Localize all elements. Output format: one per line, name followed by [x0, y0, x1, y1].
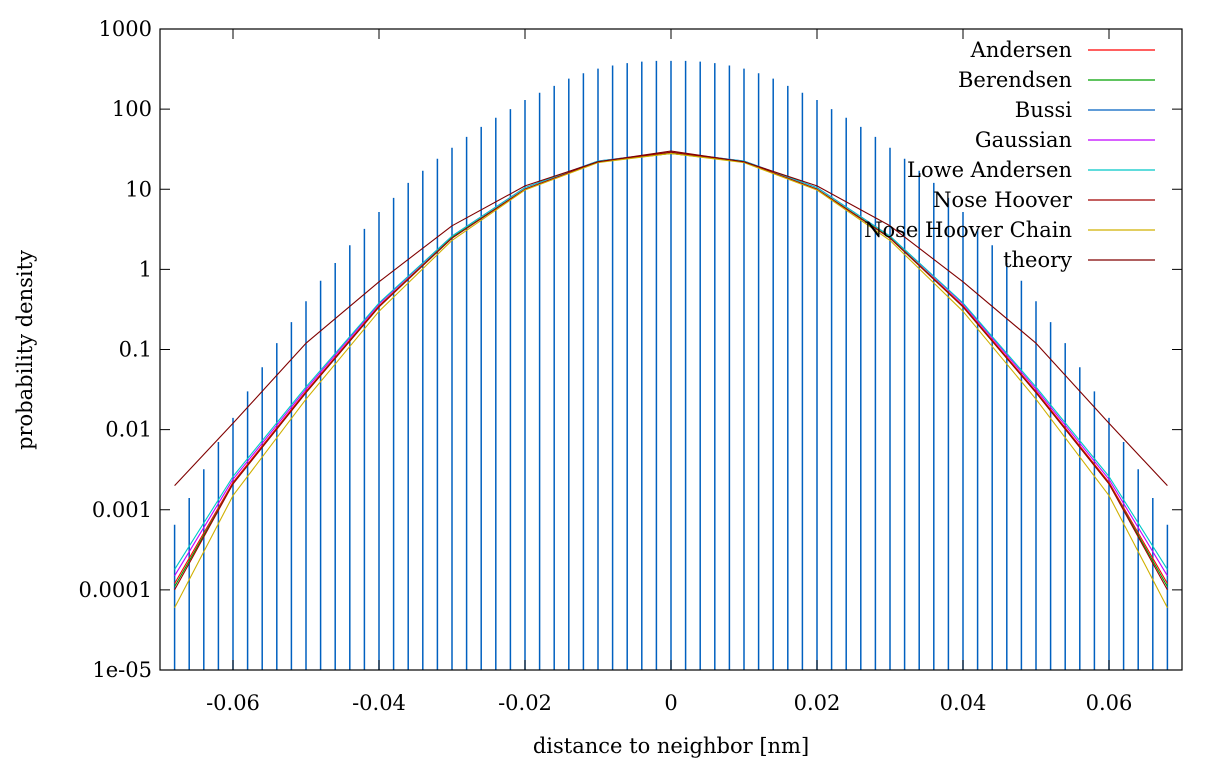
- lines-layer: [174, 150, 1168, 608]
- legend-label: Bussi: [1015, 98, 1073, 122]
- x-tick-label: 0: [664, 691, 677, 715]
- legend-label: Nose Hoover: [933, 188, 1073, 212]
- y-axis-label: probability density: [13, 250, 37, 450]
- ticks-layer: [160, 28, 1182, 671]
- legend-label: Andersen: [970, 38, 1072, 62]
- legend-label: Nose Hoover Chain: [864, 218, 1072, 242]
- legend-label: theory: [1003, 248, 1072, 272]
- x-tick-label: -0.04: [352, 691, 406, 715]
- x-tick-label: -0.06: [206, 691, 260, 715]
- x-axis-label: distance to neighbor [nm]: [533, 734, 809, 758]
- y-tick-label: 0.01: [105, 418, 152, 442]
- x-tick-label: 0.04: [940, 691, 987, 715]
- y-tick-label: 10: [125, 177, 152, 201]
- legend-label: Gaussian: [975, 128, 1072, 152]
- series-line-theory: [174, 150, 1168, 486]
- y-tick-label: 0.001: [92, 498, 152, 522]
- y-tick-label: 1: [139, 257, 152, 281]
- legend-label: Berendsen: [958, 68, 1072, 92]
- series-line-nose-hoover: [174, 151, 1168, 591]
- y-tick-label: 1000: [99, 17, 152, 41]
- y-tick-labels: 1e-05 0.0001 0.001 0.01 0.1 1 10 100 1000: [79, 17, 152, 682]
- x-tick-label: 0.06: [1086, 691, 1133, 715]
- legend: Andersen Berendsen Bussi Gaussian Lowe Ander…: [864, 38, 1155, 272]
- x-tick-label: 0.02: [794, 691, 841, 715]
- y-tick-label: 0.0001: [79, 578, 152, 602]
- y-tick-label: 0.1: [119, 338, 152, 362]
- y-tick-label: 100: [112, 97, 152, 121]
- legend-label: Lowe Andersen: [907, 158, 1072, 182]
- x-tick-label: -0.02: [498, 691, 552, 715]
- series-line-nose-hoover-chain: [174, 152, 1168, 608]
- x-tick-labels: -0.06 -0.04 -0.02 0 0.02 0.04 0.06: [206, 691, 1132, 715]
- y-tick-label: 1e-05: [92, 658, 152, 682]
